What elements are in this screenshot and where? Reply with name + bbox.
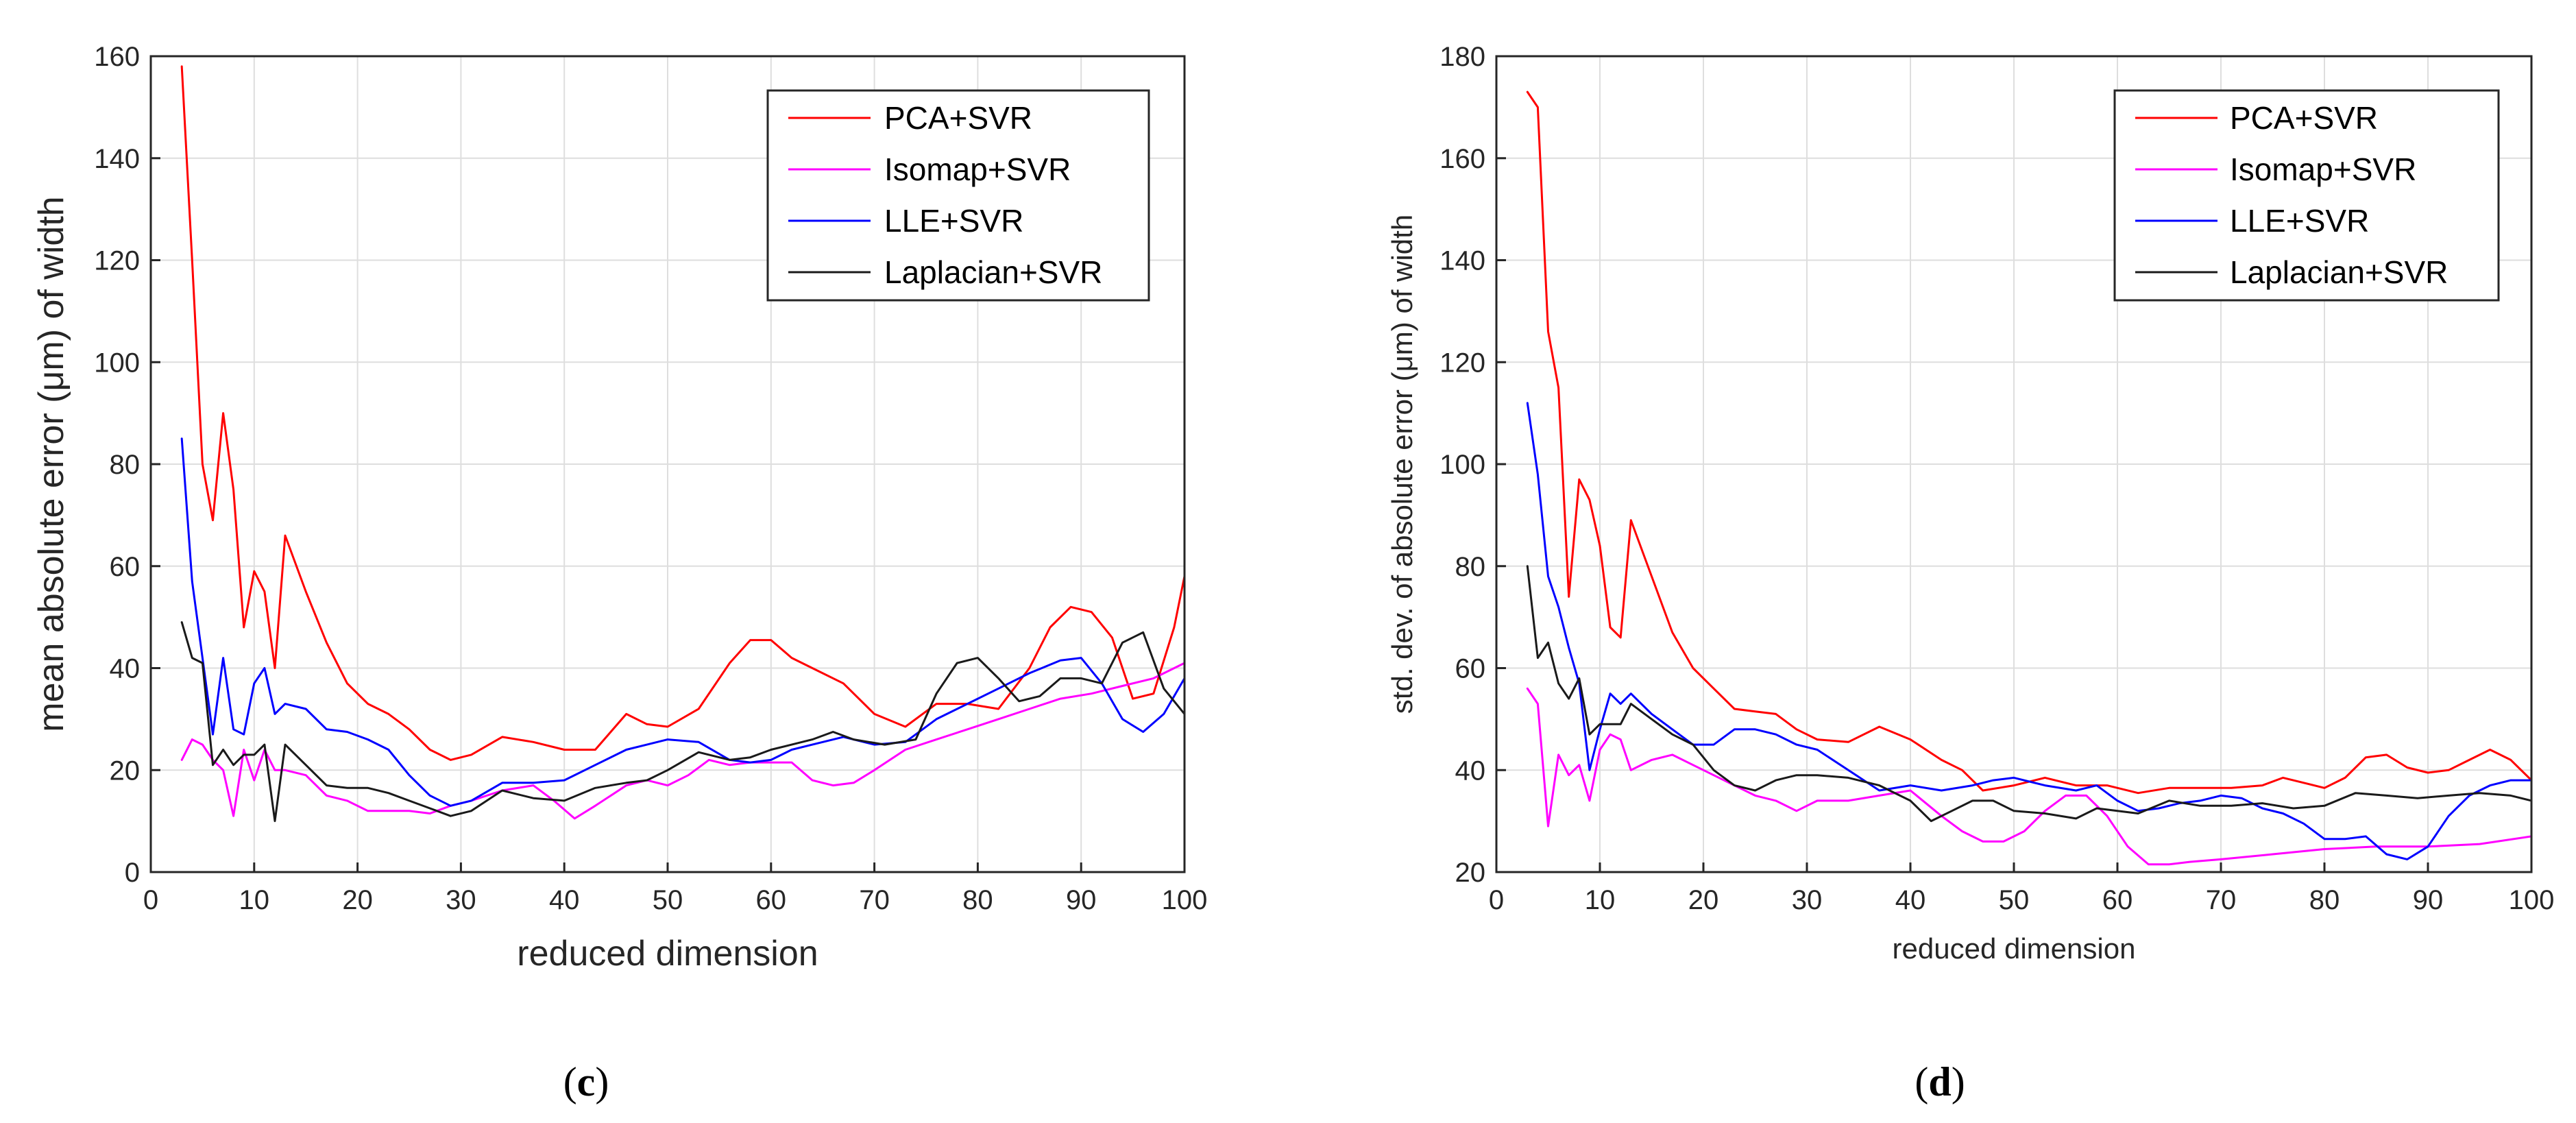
y-tick-label-d: 140 [1439, 246, 1485, 276]
panel-label-d: (d) [1915, 1059, 1965, 1104]
series-line-pca-svr-c [180, 65, 1186, 761]
legend-label-isomap-d: Isomap+SVR [2230, 152, 2416, 187]
legend-box-d [2113, 89, 2500, 302]
x-tick-label-d: 0 [1489, 885, 1504, 915]
x-tick-label-d: 80 [2309, 885, 2340, 915]
panel-label-d-open: ( [1915, 1059, 1928, 1104]
y-tick-label-c: 20 [110, 756, 141, 786]
panel-label-d-letter: d [1928, 1059, 1951, 1104]
x-tick-label-d: 20 [1688, 885, 1719, 915]
legend-c: PCA+SVR Isomap+SVR LLE+SVR Laplacian+SVR [766, 89, 1150, 302]
y-tick-label-d: 100 [1439, 450, 1485, 480]
legend-label-laplacian-c: Laplacian+SVR [884, 254, 1102, 290]
series-lines-d [1526, 90, 2533, 866]
y-axis-label-c: mean absolute error (μm) of width [32, 196, 71, 732]
series-line-lle-svr-d [1526, 402, 2533, 860]
legend-box-c [766, 89, 1150, 302]
series-line-isomap-svr-c [180, 662, 1186, 820]
x-tick-label-c: 10 [239, 885, 270, 915]
y-axis-label-d: std. dev. of absolute error (μm) of widt… [1386, 215, 1418, 714]
y-tick-label-c: 0 [125, 858, 140, 888]
y-tick-label-c: 160 [94, 42, 140, 72]
legend-label-pca-d: PCA+SVR [2230, 100, 2378, 136]
panel-label-c-open: ( [563, 1059, 577, 1104]
x-tick-label-c: 30 [446, 885, 476, 915]
y-tick-label-d: 60 [1455, 654, 1486, 684]
y-tick-label-d: 180 [1439, 42, 1485, 72]
panel-label-c: (c) [563, 1059, 609, 1104]
x-tick-label-c: 0 [143, 885, 158, 915]
legend-label-laplacian-d: Laplacian+SVR [2230, 254, 2448, 290]
x-tick-label-d: 30 [1792, 885, 1823, 915]
x-tick-label-c: 20 [342, 885, 373, 915]
x-tick-label-c: 80 [962, 885, 993, 915]
x-tick-label-d: 60 [2102, 885, 2133, 915]
panel-label-d-close: ) [1952, 1059, 1965, 1104]
y-tick-label-d: 120 [1439, 348, 1485, 378]
series-line-isomap-svr-d [1526, 687, 2533, 866]
x-tick-label-d: 50 [1999, 885, 2030, 915]
x-tick-label-c: 70 [859, 885, 890, 915]
chart-c: 0 10 20 30 40 50 60 70 80 90 100 0 20 40 60 80 100 120 140… [32, 42, 1207, 1104]
x-tick-label-c: 100 [1162, 885, 1208, 915]
y-tick-label-d: 160 [1439, 144, 1485, 174]
panel-label-c-close: ) [595, 1059, 609, 1104]
panel-label-c-letter: c [577, 1059, 596, 1104]
x-tick-label-c: 50 [653, 885, 683, 915]
legend-label-lle-c: LLE+SVR [884, 203, 1023, 239]
legend-label-pca-c: PCA+SVR [884, 100, 1032, 136]
y-tick-label-c: 80 [110, 450, 141, 480]
legend-d: PCA+SVR Isomap+SVR LLE+SVR Laplacian+SVR [2113, 89, 2500, 302]
legend-label-lle-d: LLE+SVR [2230, 203, 2369, 239]
ticks-c: 0 10 20 30 40 50 60 70 80 90 100 0 20 40 60 80 100 120 140… [94, 42, 1207, 915]
x-tick-label-d: 100 [2509, 885, 2555, 915]
x-axis-label-c: reduced dimension [517, 934, 818, 974]
legend-label-isomap-c: Isomap+SVR [884, 152, 1071, 187]
x-tick-label-d: 70 [2206, 885, 2237, 915]
y-tick-label-c: 100 [94, 348, 140, 378]
series-line-laplacian-svr-d [1526, 565, 2533, 823]
x-tick-label-d: 10 [1585, 885, 1616, 915]
y-tick-label-d: 80 [1455, 552, 1486, 582]
x-tick-label-c: 40 [549, 885, 580, 915]
y-tick-label-c: 120 [94, 246, 140, 276]
chart-d: 0 10 20 30 40 50 60 70 80 90 100 20 40 60 80 100 120 140 1… [1386, 42, 2554, 1104]
x-axis-label-d: reduced dimension [1893, 932, 2136, 965]
y-tick-label-c: 140 [94, 144, 140, 174]
y-tick-label-c: 40 [110, 654, 141, 684]
y-tick-label-d: 20 [1455, 858, 1486, 888]
series-line-lle-svr-c [180, 437, 1186, 807]
y-tick-label-c: 60 [110, 552, 141, 582]
y-tick-label-d: 40 [1455, 756, 1486, 786]
x-tick-label-c: 60 [756, 885, 787, 915]
ticks-d: 0 10 20 30 40 50 60 70 80 90 100 20 40 60 80 100 120 140 1… [1439, 42, 2554, 915]
series-line-pca-svr-d [1526, 90, 2533, 795]
x-tick-label-d: 40 [1895, 885, 1926, 915]
x-tick-label-d: 90 [2413, 885, 2444, 915]
series-line-laplacian-svr-c [180, 621, 1186, 823]
x-tick-label-c: 90 [1066, 885, 1097, 915]
series-lines-c [180, 65, 1186, 823]
